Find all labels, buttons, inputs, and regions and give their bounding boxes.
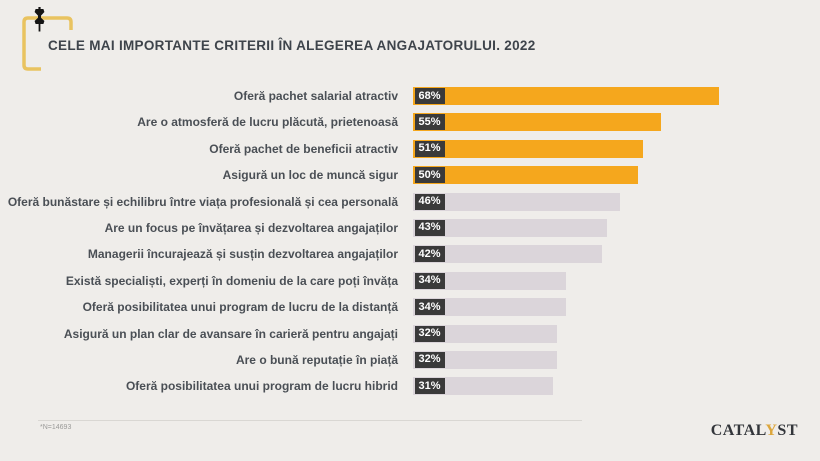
page-title: CELE MAI IMPORTANTE CRITERII ÎN ALEGEREA… <box>48 38 536 53</box>
chart-row: Există specialiști, experți în domeniu d… <box>0 271 820 290</box>
logo-accent-letter: Y <box>765 422 778 439</box>
bar-value: 55% <box>414 114 445 131</box>
bar: 55% <box>413 113 661 132</box>
catalyst-logo: CATALYST <box>711 422 798 440</box>
corner-bracket-decoration <box>22 16 73 71</box>
bar: 34% <box>413 298 566 317</box>
chart-row: Are o bună reputație în piață 32% <box>0 350 820 369</box>
bar-label: Are un focus pe învățarea și dezvoltarea… <box>104 220 398 235</box>
bar: 46% <box>413 192 620 211</box>
bar: 50% <box>413 166 638 185</box>
pushpin-icon <box>34 7 45 32</box>
chart-row: Asigură un loc de muncă sigur 50% <box>0 166 820 185</box>
bar-label: Asigură un loc de muncă sigur <box>222 168 398 183</box>
bar-label: Oferă posibilitatea unui program de lucr… <box>82 300 398 315</box>
bar-label: Oferă posibilitatea unui program de lucr… <box>125 379 398 394</box>
logo-text-left: CATAL <box>710 422 766 439</box>
bar: 42% <box>413 245 602 264</box>
bar-label: Are o atmosferă de lucru plăcută, priete… <box>137 115 398 130</box>
sample-size-note: *N=14693 <box>40 424 72 431</box>
bar-value: 42% <box>414 246 445 263</box>
chart-row: Oferă posibilitatea unui program de lucr… <box>0 298 820 317</box>
bar-value: 50% <box>414 167 445 184</box>
bar-value: 34% <box>414 299 445 316</box>
bar: 68% <box>413 87 719 105</box>
bar-chart: Oferă pachet salarial atractiv 68% Are o a… <box>0 87 820 404</box>
bar-value: 43% <box>414 219 445 236</box>
chart-row: Oferă pachet salarial atractiv 68% <box>0 87 820 105</box>
bar-value: 51% <box>414 140 445 157</box>
chart-row: Are o atmosferă de lucru plăcută, priete… <box>0 113 820 132</box>
bar: 32% <box>413 350 557 369</box>
bar-label: Există specialiști, experți în domeniu d… <box>65 273 398 288</box>
bar-value: 31% <box>414 378 445 395</box>
footer-divider <box>38 420 582 421</box>
chart-row: Oferă pachet de beneficii atractiv 51% <box>0 139 820 158</box>
bar-value: 34% <box>414 272 445 289</box>
chart-row: Oferă bunăstare și echilibru între viața… <box>0 192 820 211</box>
logo-text-right: ST <box>777 422 798 439</box>
bar: 51% <box>413 139 643 158</box>
bar-label: Oferă bunăstare și echilibru între viața… <box>7 194 398 209</box>
bar: 32% <box>413 324 557 343</box>
chart-row: Oferă posibilitatea unui program de lucr… <box>0 377 820 396</box>
bar-label: Oferă pachet de beneficii atractiv <box>209 141 398 156</box>
bar: 31% <box>413 377 553 396</box>
bar-value: 32% <box>414 351 445 368</box>
bar-value: 46% <box>414 193 445 210</box>
bar-label: Managerii încurajează și susțin dezvolta… <box>87 247 398 262</box>
chart-row: Managerii încurajează și susțin dezvolta… <box>0 245 820 264</box>
bar-label: Oferă pachet salarial atractiv <box>233 89 398 103</box>
chart-row: Are un focus pe învățarea și dezvoltarea… <box>0 218 820 237</box>
bar-label: Asigură un plan clar de avansare în cari… <box>63 326 398 341</box>
bar-value: 68% <box>414 88 445 104</box>
bar: 43% <box>413 218 607 237</box>
bar-label: Are o bună reputație în piață <box>235 352 398 367</box>
chart-row: Asigură un plan clar de avansare în cari… <box>0 324 820 343</box>
bar-value: 32% <box>414 325 445 342</box>
bar: 34% <box>413 271 566 290</box>
